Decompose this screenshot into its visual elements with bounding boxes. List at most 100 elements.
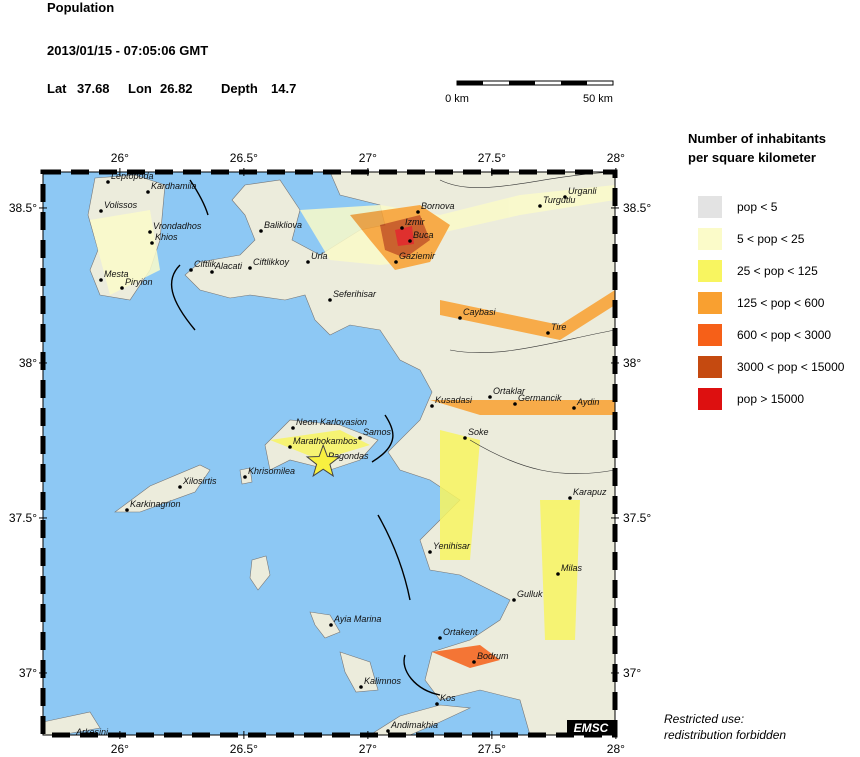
- city-label: Kos: [440, 693, 456, 703]
- city-dot: [438, 636, 442, 640]
- city-dot: [556, 572, 560, 576]
- city-dot: [408, 239, 412, 243]
- city-label: Gaziemir: [399, 251, 436, 261]
- lat-label: Lat: [47, 81, 67, 96]
- logo: EMSC: [574, 721, 609, 735]
- legend-label: pop > 15000: [737, 392, 804, 406]
- city-label: Volissos: [104, 200, 138, 210]
- city-label: Leptopoda: [111, 171, 154, 181]
- city-dot: [306, 260, 310, 264]
- city-dot: [248, 266, 252, 270]
- lat-value: 37.68: [77, 81, 110, 96]
- city-dot: [546, 331, 550, 335]
- city-label: Karapuz: [573, 487, 607, 497]
- city-label: Turgutlu: [543, 195, 575, 205]
- city-label: Germancik: [518, 393, 562, 403]
- city-label: Neon Karlovasion: [296, 417, 367, 427]
- city-dot: [488, 395, 492, 399]
- title: Population: [47, 0, 114, 15]
- city-label: Ortakent: [443, 627, 478, 637]
- legend-swatch: [698, 228, 722, 250]
- legend-label: 25 < pop < 125: [737, 264, 818, 278]
- city-dot: [210, 270, 214, 274]
- city-dot: [563, 195, 567, 199]
- city-label: Ayia Marina: [333, 614, 381, 624]
- city-dot: [435, 702, 439, 706]
- city-label: Alacati: [214, 261, 243, 271]
- city-dot: [120, 286, 124, 290]
- city-label: Izmir: [405, 217, 425, 227]
- city-dot: [512, 598, 516, 602]
- city-dot: [329, 623, 333, 627]
- city-dot: [358, 436, 362, 440]
- city-label: Karkinagrion: [130, 499, 181, 509]
- epicenter-star: [305, 443, 341, 478]
- city-label: Milas: [561, 563, 583, 573]
- city-label: Tire: [551, 322, 566, 332]
- city-label: Kardhamila: [151, 181, 197, 191]
- city-label: Urganli: [568, 186, 598, 196]
- lon-tick-label: 26.5°: [230, 151, 258, 165]
- scale-end: 50 km: [583, 93, 613, 105]
- city-label: Pagondas: [328, 451, 369, 461]
- lon-tick-label: 26°: [111, 742, 129, 756]
- legend-swatch: [698, 324, 722, 346]
- lon-tick-label: 28°: [607, 742, 625, 756]
- lon-tick-label: 28°: [607, 151, 625, 165]
- city-dot: [416, 210, 420, 214]
- city-label: Arkesini: [75, 727, 109, 737]
- lon-tick-label: 27°: [359, 151, 377, 165]
- city-dot: [99, 278, 103, 282]
- city-dot: [458, 316, 462, 320]
- lat-tick-label: 37.5°: [623, 511, 651, 525]
- city-dot: [472, 660, 476, 664]
- city-label: Gulluk: [517, 589, 543, 599]
- city-dot: [71, 736, 75, 740]
- lat-tick-label: 37°: [19, 666, 37, 680]
- city-dot: [463, 436, 467, 440]
- lat-tick-label: 38.5°: [9, 201, 37, 215]
- city-dot: [328, 298, 332, 302]
- city-label: Marathokambos: [293, 436, 358, 446]
- city-dot: [148, 230, 152, 234]
- city-dot: [428, 550, 432, 554]
- legend-swatch: [698, 260, 722, 282]
- city-dot: [538, 204, 542, 208]
- city-dot: [394, 260, 398, 264]
- city-label: Yenihisar: [433, 541, 471, 551]
- city-dot: [243, 475, 247, 479]
- datetime: 2013/01/15 - 07:05:06 GMT: [47, 43, 208, 58]
- map-border: [42, 171, 616, 736]
- city-label: Aydin: [576, 397, 599, 407]
- legend-swatch: [698, 292, 722, 314]
- axis-ticks: 26° 26° 26.5° 26.5° 27° 27° 27.5° 27.5° 28° 28° 38…: [9, 151, 652, 756]
- legend-label: 125 < pop < 600: [737, 296, 825, 310]
- city-dot: [259, 229, 263, 233]
- city-label: Ciftlikkoy: [253, 257, 290, 267]
- city-dot: [189, 268, 193, 272]
- city-dot: [150, 241, 154, 245]
- city-dot: [146, 190, 150, 194]
- city-label: Seferihisar: [333, 289, 377, 299]
- lon-tick-label: 26.5°: [230, 742, 258, 756]
- notice: Restricted use:: [664, 712, 744, 726]
- lon-tick-label: 27.5°: [478, 151, 506, 165]
- city-dot: [430, 404, 434, 408]
- city-label: Khrisomilea: [248, 466, 295, 476]
- legend-swatch: [698, 196, 722, 218]
- legend-swatch: [698, 388, 722, 410]
- city-label: Kalimnos: [364, 676, 402, 686]
- city-label: Kusadasi: [435, 395, 473, 405]
- city-dot: [568, 496, 572, 500]
- depth-value: 14.7: [271, 81, 296, 96]
- lon-tick-label: 26°: [111, 151, 129, 165]
- city-dot: [125, 508, 129, 512]
- lon-label: Lon: [128, 81, 152, 96]
- city-label: Ciftlik: [194, 259, 216, 269]
- lat-tick-label: 38.5°: [623, 201, 651, 215]
- city-label: Xilosirtis: [182, 476, 217, 486]
- city-label: Buca: [413, 230, 434, 240]
- legend-label: 3000 < pop < 15000: [737, 360, 845, 374]
